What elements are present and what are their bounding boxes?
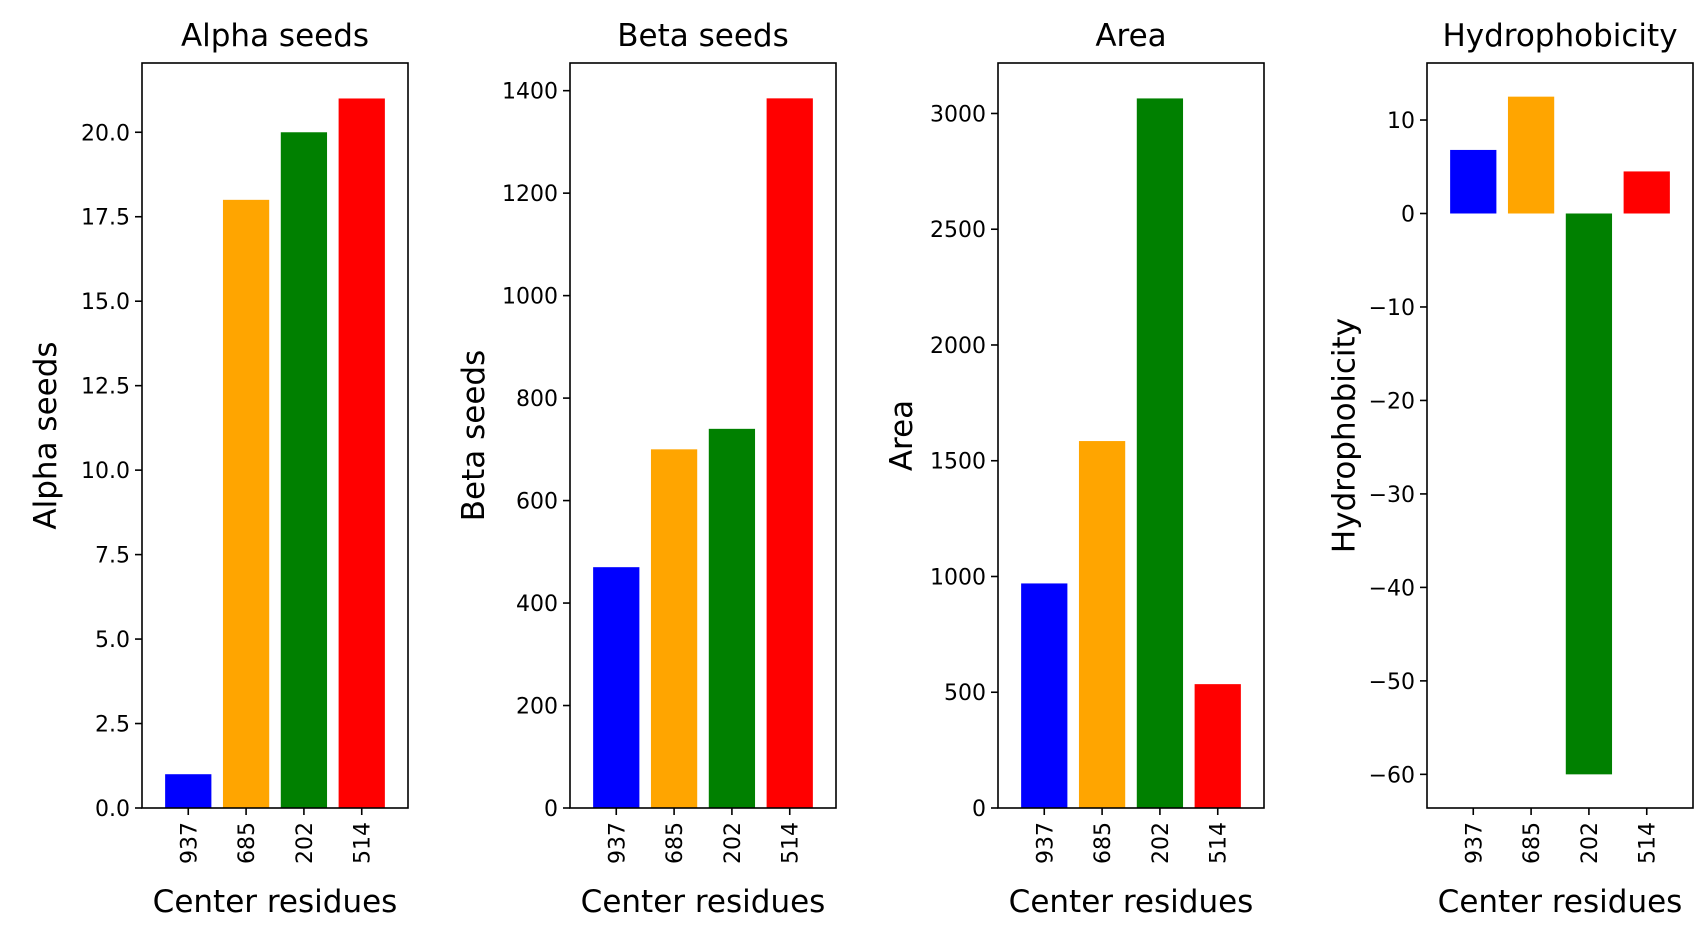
y-axis-label: Alpha seeds [28,341,64,529]
y-tick-label: 17.5 [81,206,130,231]
x-tick-label: 937 [605,822,630,864]
bar-202 [1565,213,1613,775]
y-tick-label: 1200 [502,182,558,207]
x-tick-label: 685 [235,822,260,864]
y-tick-label: 1400 [502,80,558,105]
axes-frame [141,62,409,809]
chart-title: Beta seeds [617,18,788,54]
bar-685 [1507,96,1555,214]
x-tick-label: 937 [1033,822,1058,864]
x-axis-label: Center residues [1438,884,1683,920]
y-tick-label: 2.5 [95,713,130,738]
x-tick-label: 685 [663,822,688,864]
y-tick-label: 10 [1387,109,1415,134]
y-tick-label: 0.0 [95,797,130,822]
chart-panel-2: 937 685 202 514 0 200 400 600 800 1000 1200 1400 Bet… [456,18,837,920]
bar-202 [708,428,756,808]
bar-937 [165,774,212,808]
y-tick-label: 20.0 [81,121,130,146]
y-tick-label: 500 [944,681,986,706]
y-tick-label: 15.0 [81,290,130,315]
bar-937 [1450,149,1497,214]
y-tick-label: 200 [516,695,558,720]
y-tick-label: 7.5 [95,544,130,569]
x-tick-label: 937 [177,822,202,864]
bar-514 [338,98,385,808]
y-tick-label: 10.0 [81,459,130,484]
y-axis-label: Hydrophobicity [1327,318,1363,553]
x-axis-label: Center residues [153,884,398,920]
y-tick-label: −30 [1369,483,1415,508]
axes-frame [997,62,1265,809]
chart-panel-1: 937 685 202 514 0.0 2.5 5.0 7.5 10.0 12.5 15.0 17.5… [28,18,409,920]
x-tick-label: 202 [1149,822,1174,864]
axes-frame [1426,62,1694,809]
bar-202 [280,132,328,808]
bar-514 [1194,684,1241,808]
bar-202 [1136,98,1184,808]
x-tick-label: 202 [293,822,318,864]
y-tick-label: 2500 [930,218,986,243]
chart-title: Alpha seeds [181,18,369,54]
bar-685 [222,199,270,808]
y-axis-label: Area [884,400,920,471]
y-tick-label: 0 [544,797,558,822]
x-tick-label: 937 [1462,822,1487,864]
y-tick-label: 1500 [930,450,986,475]
y-tick-label: 800 [516,387,558,412]
x-tick-label: 514 [1636,822,1661,864]
x-tick-label: 514 [779,822,804,864]
y-tick-label: 1000 [502,285,558,310]
x-tick-label: 514 [1207,822,1232,864]
chart-title: Hydrophobicity [1442,18,1677,54]
y-tick-label: 3000 [930,102,986,127]
chart-panel-4: 937 685 202 514 10 0 −10 −20 −30 −40 −50 −60 Hydroph… [1327,18,1694,920]
bar-937 [593,567,640,808]
y-tick-label: −50 [1369,670,1415,695]
bar-685 [650,449,698,808]
x-tick-label: 685 [1520,822,1545,864]
y-axis-label: Beta seeds [456,350,492,521]
y-tick-label: −10 [1369,296,1415,321]
x-tick-label: 202 [721,822,746,864]
y-tick-label: 1000 [930,565,986,590]
chart-panel-3: 937 685 202 514 0 500 1000 1500 2000 2500 3000 Area… [884,18,1265,920]
x-tick-label: 514 [351,822,376,864]
y-tick-label: 600 [516,490,558,515]
chart-title: Area [1095,18,1166,54]
y-tick-label: 400 [516,592,558,617]
y-tick-label: 0 [1401,202,1415,227]
x-axis-label: Center residues [1009,884,1254,920]
bar-937 [1021,583,1068,808]
y-tick-label: −60 [1369,763,1415,788]
bar-514 [1623,171,1670,214]
y-tick-label: 2000 [930,334,986,359]
bar-685 [1078,441,1126,808]
y-tick-label: 0 [972,797,986,822]
y-tick-label: 12.5 [81,375,130,400]
x-tick-label: 685 [1091,822,1116,864]
y-tick-label: −20 [1369,389,1415,414]
bar-514 [766,98,813,809]
y-tick-label: 5.0 [95,628,130,653]
axes-frame [569,62,837,809]
y-tick-label: −40 [1369,576,1415,601]
x-tick-label: 202 [1578,822,1603,864]
x-axis-label: Center residues [581,884,826,920]
